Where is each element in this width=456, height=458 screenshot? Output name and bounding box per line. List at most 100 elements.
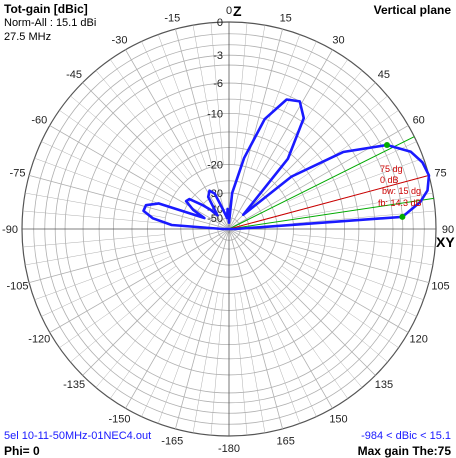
z-axis-label: Z <box>233 3 242 19</box>
grid-spoke <box>289 250 424 301</box>
grid-spoke <box>228 228 376 376</box>
ring-label: 0 <box>217 17 223 29</box>
angle-tick-label: 15 <box>280 13 292 25</box>
grid-spoke <box>157 34 208 169</box>
grid-spoke <box>256 41 317 171</box>
grid-spoke <box>250 289 301 424</box>
beamwidth-line <box>228 197 434 230</box>
grid-spoke <box>228 125 409 230</box>
ring-label: -10 <box>207 108 223 120</box>
grid-spoke <box>281 265 399 348</box>
grid-spoke <box>59 110 177 193</box>
grid-spoke <box>210 293 224 436</box>
pattern-annotation: 75 dg <box>380 164 403 174</box>
angle-tick-label: 0 <box>226 5 232 17</box>
angle-tick-label: 45 <box>378 69 390 81</box>
ring-label: -20 <box>207 160 223 172</box>
grid-spoke <box>250 34 301 169</box>
grid-spoke <box>192 25 219 166</box>
beamwidth-marker <box>383 141 390 148</box>
angle-tick-label: -180 <box>218 443 240 455</box>
grid-spoke <box>49 125 230 230</box>
angle-tick-label: -150 <box>108 414 130 426</box>
ring-label: -6 <box>213 78 223 90</box>
grid-spoke <box>293 234 436 248</box>
radiation-pattern <box>142 98 431 231</box>
grid-spoke <box>125 49 230 230</box>
grid-spoke <box>292 192 433 219</box>
grid-spoke <box>28 228 230 283</box>
angle-tick-label: -165 <box>161 436 183 448</box>
xy-axis-label: XY <box>436 234 455 250</box>
grid-spoke <box>34 250 169 301</box>
grid-spoke <box>278 95 388 188</box>
grid-spoke <box>110 59 193 177</box>
normalization-text: Norm-All : 15.1 dBi <box>4 17 97 29</box>
grid-spoke <box>270 278 363 388</box>
ring-label: -3 <box>213 50 223 62</box>
angle-tick-label: -45 <box>66 69 82 81</box>
grid-spoke <box>175 28 230 230</box>
grid-spoke <box>59 265 177 348</box>
grid-spoke <box>287 256 417 317</box>
grid-spoke <box>281 110 399 193</box>
grid-spoke <box>95 70 188 180</box>
pattern-annotation: 0 dB <box>380 175 399 185</box>
grid-spoke <box>41 141 171 202</box>
ring-label: -50 <box>207 213 223 225</box>
grid-spoke <box>239 292 266 433</box>
grid-spoke <box>22 234 165 248</box>
grid-spoke <box>110 281 193 399</box>
grid-spoke <box>228 28 283 230</box>
grid-spoke <box>228 228 283 430</box>
pattern-annotation: bw: 15 dg <box>382 186 421 196</box>
grid-spoke <box>228 49 333 230</box>
beamwidth-line <box>228 136 415 230</box>
grid-spoke <box>228 228 409 333</box>
plane-label: Vertical plane <box>373 3 451 17</box>
grid-spoke <box>41 256 171 317</box>
angle-tick-label: 75 <box>434 167 446 179</box>
max-gain-text: Max gain The:75 <box>357 444 451 458</box>
angle-tick-label: -75 <box>10 167 26 179</box>
grid-spoke <box>287 141 417 202</box>
angle-tick-label: 90 <box>442 224 454 236</box>
polar-grid <box>21 21 437 437</box>
grid-spoke <box>49 228 230 333</box>
grid-spoke <box>289 157 424 208</box>
angle-tick-label: 165 <box>277 436 295 448</box>
angle-tick-label: 120 <box>410 334 428 346</box>
gain-range-text: -984 < dBic < 15.1 <box>361 430 451 442</box>
angle-tick-label: 150 <box>329 414 347 426</box>
grid-spoke <box>228 228 430 283</box>
phi-text: Phi= 0 <box>4 444 40 458</box>
grid-spoke <box>293 210 436 224</box>
grid-spoke <box>175 228 230 430</box>
angle-tick-label: -120 <box>28 334 50 346</box>
angle-tick-label: -60 <box>31 115 47 127</box>
grid-spoke <box>265 59 348 177</box>
grid-spoke <box>210 22 224 165</box>
beamwidth-marker <box>399 213 406 220</box>
filename-text: 5el 10-11-50MHz-01NEC4.out <box>4 430 152 442</box>
grid-spoke <box>82 82 230 230</box>
angle-tick-label: 105 <box>431 281 449 293</box>
grid-spoke <box>234 293 248 436</box>
grid-spoke <box>22 210 165 224</box>
grid-spoke <box>228 82 376 230</box>
grid-spoke <box>239 25 266 166</box>
angle-tick-label: -135 <box>63 379 85 391</box>
grid-spoke <box>25 192 166 219</box>
grid-spoke <box>256 287 317 417</box>
angle-tick-label: 60 <box>413 115 425 127</box>
beamwidth-lines <box>228 136 434 230</box>
grid-spoke <box>192 292 219 433</box>
angle-tick-labels: -180-165-150-135-120-105-90-75-60-45-30-… <box>2 5 454 455</box>
pattern-annotation: fb: 14.3 dB <box>378 198 422 208</box>
grid-spoke <box>265 281 348 399</box>
grid-spoke <box>141 287 202 417</box>
max-gain-line <box>228 174 430 230</box>
frequency-text: 27.5 MHz <box>4 31 52 43</box>
